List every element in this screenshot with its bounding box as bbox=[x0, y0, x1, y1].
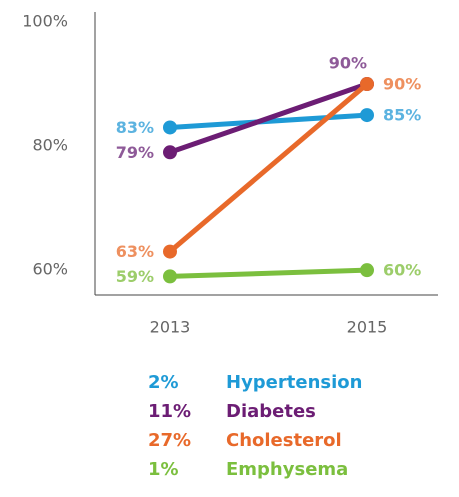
series-line bbox=[169, 112, 368, 130]
legend-change: 11% bbox=[148, 401, 191, 422]
value-label: 83% bbox=[116, 118, 154, 137]
y-tick-label: 100% bbox=[22, 12, 68, 31]
point bbox=[163, 145, 177, 160]
legend-change: 27% bbox=[148, 430, 191, 451]
value-label: 63% bbox=[116, 242, 154, 261]
legend-label: Hypertension bbox=[226, 372, 362, 393]
value-label: 59% bbox=[116, 267, 154, 286]
legend-label: Emphysema bbox=[226, 459, 348, 480]
x-tick-label: 2013 bbox=[150, 318, 191, 337]
point bbox=[163, 120, 177, 135]
value-label: 60% bbox=[383, 261, 421, 280]
value-label: 79% bbox=[116, 143, 154, 162]
legend-label: Diabetes bbox=[226, 401, 316, 422]
series-line bbox=[169, 267, 368, 279]
series-line bbox=[169, 81, 368, 155]
legend-change: 2% bbox=[148, 372, 179, 393]
point bbox=[360, 77, 374, 92]
value-label: 90% bbox=[329, 54, 367, 73]
value-label: 85% bbox=[383, 106, 421, 125]
point bbox=[360, 263, 374, 278]
point bbox=[163, 244, 177, 259]
point bbox=[360, 108, 374, 123]
y-tick-label: 60% bbox=[32, 260, 68, 279]
point bbox=[163, 269, 177, 284]
x-tick-label: 2015 bbox=[347, 318, 388, 337]
series-line bbox=[168, 82, 369, 254]
legend-label: Cholesterol bbox=[226, 430, 342, 451]
value-label: 90% bbox=[383, 75, 421, 94]
y-tick-label: 80% bbox=[32, 136, 68, 155]
legend-change: 1% bbox=[148, 459, 179, 480]
